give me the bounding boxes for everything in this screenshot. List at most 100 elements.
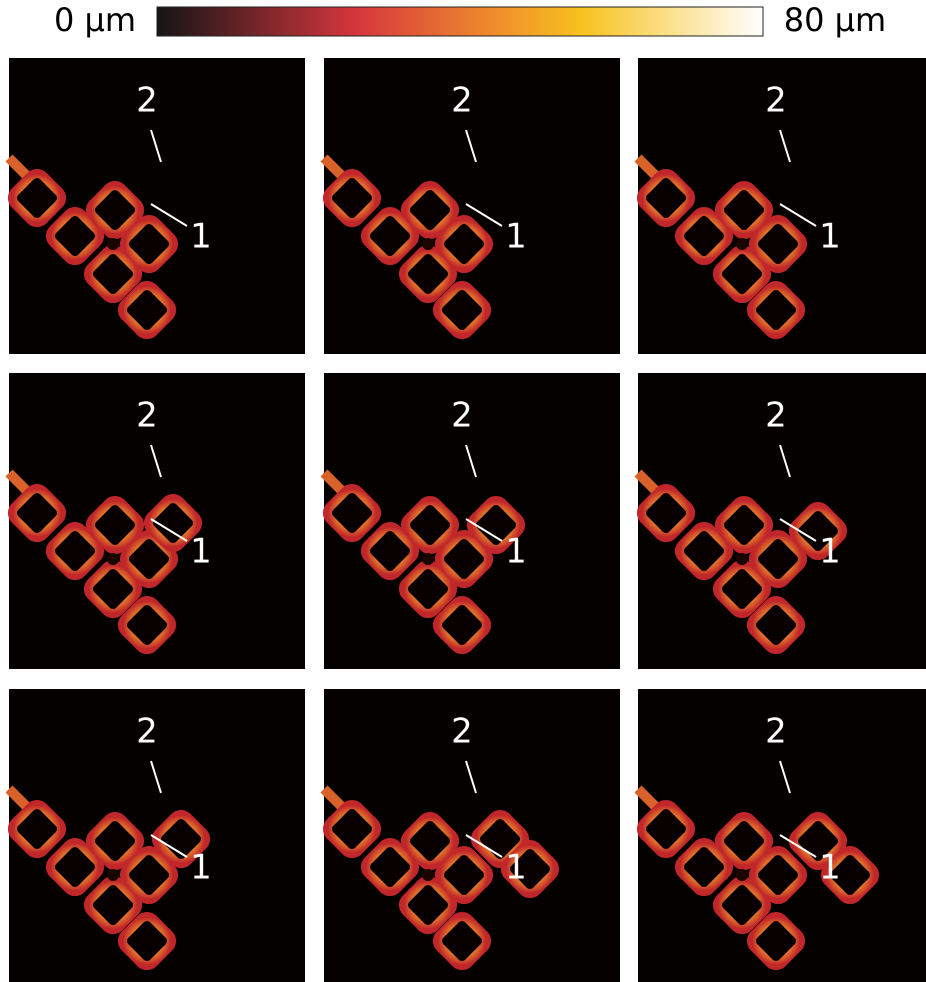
label-1: 1 [190,848,212,888]
node [107,553,119,565]
lattice-edge [634,469,660,495]
lattice-cell [119,214,179,274]
label-2: 2 [451,712,473,752]
lattice-edge [320,469,346,495]
pointer-1 [150,518,188,542]
lattice-cell [398,244,458,304]
pointer-1 [150,203,188,227]
pointer-1 [465,518,503,542]
lattice-cell [45,206,105,266]
lattice-cell [820,845,880,905]
panel: 21 [5,689,305,982]
lattice-cell [360,206,420,266]
panel: 21 [634,689,926,982]
lattice-cell [117,595,177,655]
lattice-cell [85,495,145,555]
lattice-cell [45,521,105,581]
lattice-cell [714,811,774,871]
panel: 21 [634,373,926,669]
lattice-cell [83,244,143,304]
pointer-2 [150,444,162,478]
colorbar-max: 80 µm [784,1,886,39]
lattice-cell [400,180,460,240]
lattice-cell [746,911,806,971]
lattice-cell [85,811,145,871]
pointer-1 [779,834,817,858]
panel: 21 [320,58,620,354]
pointer-2 [465,760,477,794]
pointer-2 [779,444,791,478]
label-1: 1 [190,217,212,257]
pointer-1 [465,834,503,858]
lattice-cell [7,799,67,859]
panel: 21 [320,373,620,669]
label-1: 1 [505,848,527,888]
label-2: 2 [136,81,158,121]
node [107,869,119,881]
lattice-cell [360,837,420,897]
panel: 21 [5,58,305,354]
lattice-cell [7,168,67,228]
lattice-cell [398,559,458,619]
colorbar [156,6,764,37]
label-2: 2 [765,81,787,121]
label-2: 2 [136,712,158,752]
lattice-edge [5,469,31,495]
lattice-cell [400,495,460,555]
label-2: 2 [765,396,787,436]
lattice-cell [151,809,211,869]
lattice-edge [634,154,660,180]
pointer-1 [150,834,188,858]
pointer-2 [465,444,477,478]
lattice-cell [322,483,382,543]
lattice-cell [117,911,177,971]
lattice-edge [5,154,31,180]
lattice-edge [320,154,346,180]
panel: 21 [5,373,305,669]
lattice-cell [143,493,203,553]
lattice-cell [45,837,105,897]
lattice-cell [748,845,808,905]
panel: 21 [320,689,620,982]
lattice-cell [434,845,494,905]
lattice-cell [322,168,382,228]
node [736,553,748,565]
node [422,238,434,250]
label-2: 2 [451,81,473,121]
label-1: 1 [819,217,841,257]
lattice-cell [500,839,560,899]
pointer-2 [779,760,791,794]
node [422,869,434,881]
lattice-edge [320,785,346,811]
label-1: 1 [190,532,212,572]
lattice-cell [712,559,772,619]
lattice-cell [674,521,734,581]
node [107,238,119,250]
lattice-cell [322,799,382,859]
lattice-cell [674,206,734,266]
lattice-cell [746,280,806,340]
label-2: 2 [765,712,787,752]
pointer-2 [150,760,162,794]
lattice-cell [83,875,143,935]
lattice-cell [83,559,143,619]
lattice-cell [714,495,774,555]
label-1: 1 [819,848,841,888]
lattice-cell [434,214,494,274]
lattice-cell [119,845,179,905]
label-2: 2 [136,396,158,436]
lattice-cell [748,214,808,274]
pointer-2 [150,129,162,163]
pointer-1 [779,203,817,227]
lattice-cell [7,483,67,543]
lattice-cell [398,875,458,935]
pointer-1 [779,518,817,542]
lattice-cell [714,180,774,240]
lattice-cell [432,595,492,655]
label-1: 1 [505,217,527,257]
node [736,238,748,250]
lattice-cell [360,521,420,581]
label-1: 1 [819,532,841,572]
lattice-cell [117,280,177,340]
